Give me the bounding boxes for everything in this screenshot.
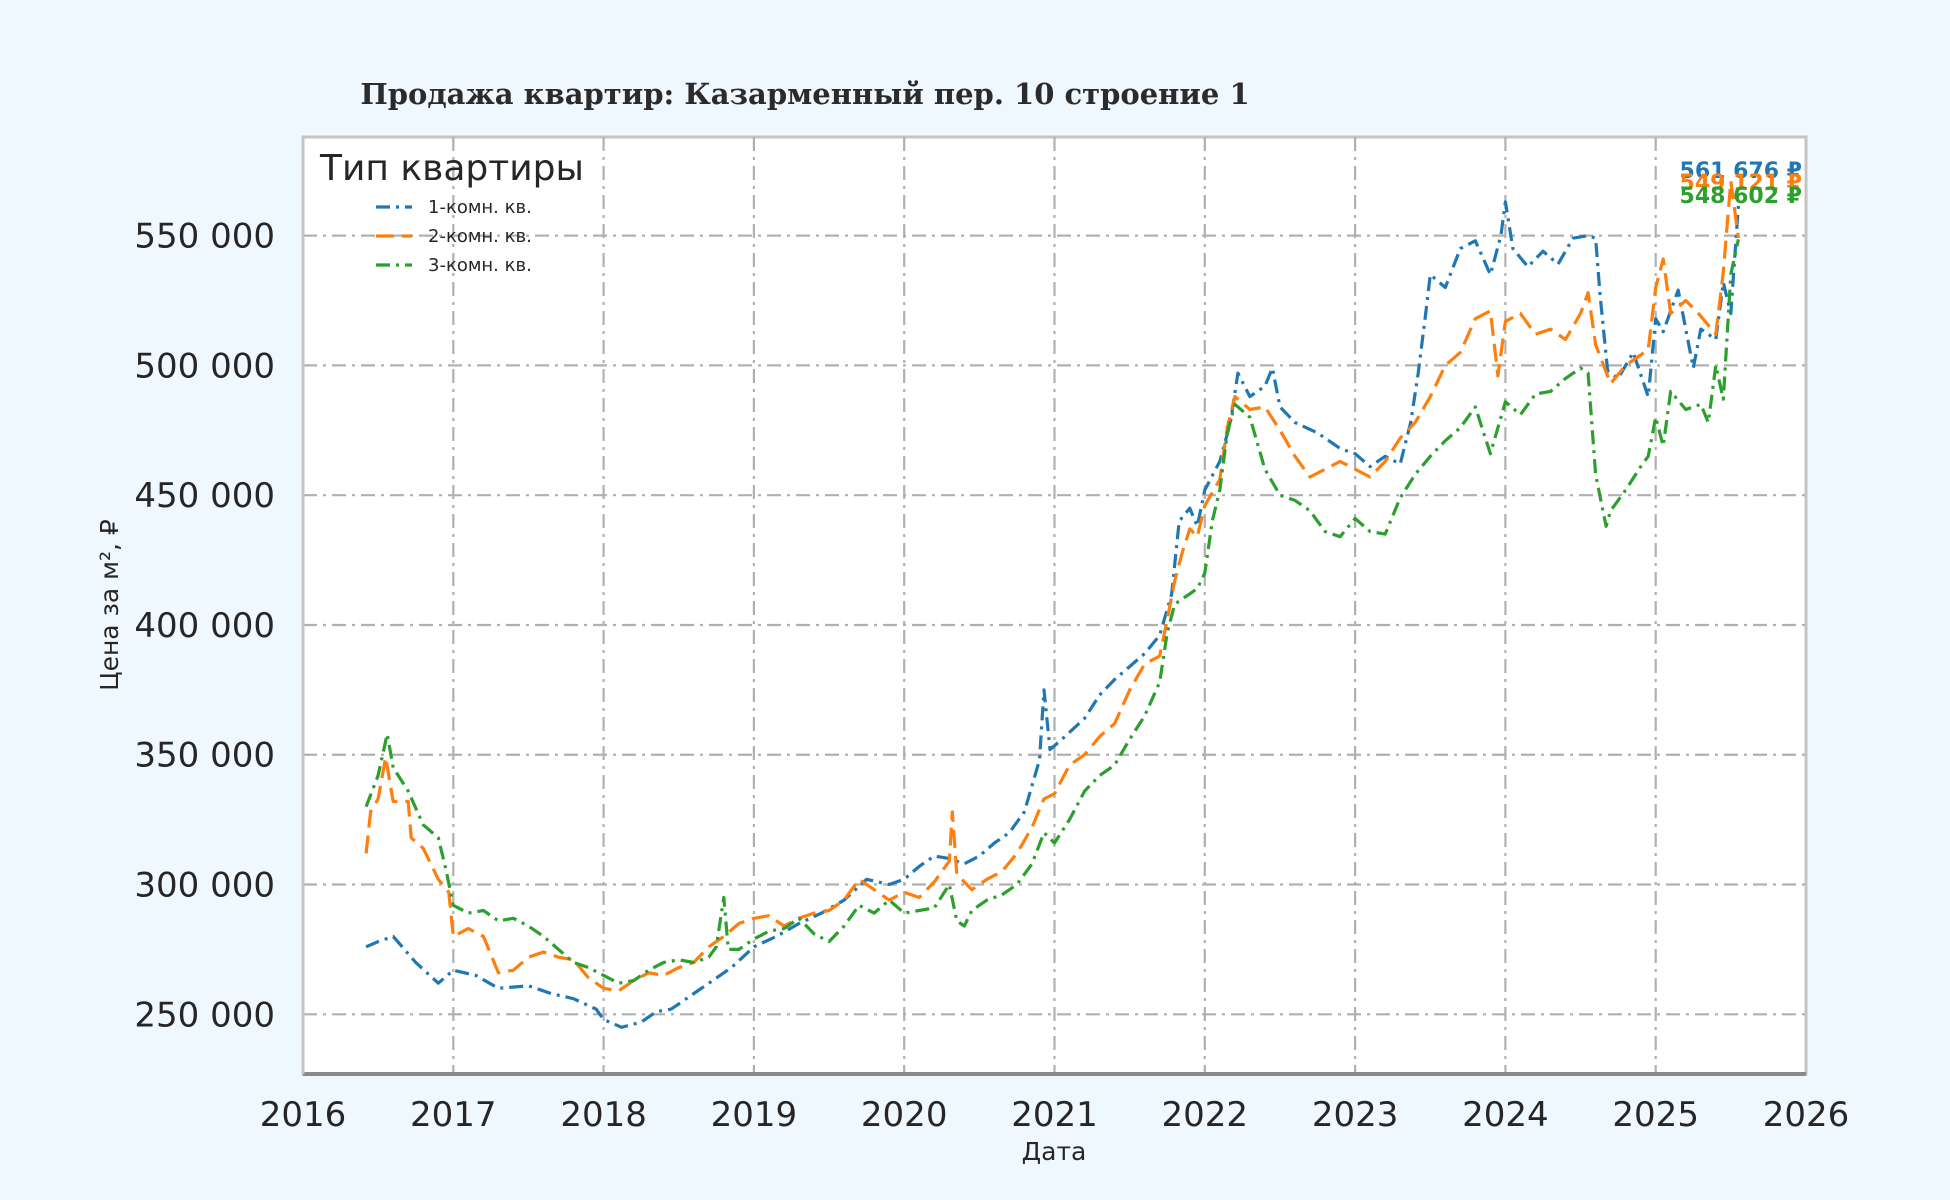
y-gridlines [303, 234, 1806, 1016]
x-tick-label: 2017 [410, 1095, 497, 1135]
x-tick-label: 2022 [1162, 1095, 1249, 1135]
legend-title: Тип квартиры [319, 148, 584, 189]
x-tick-labels: 2016 2017 2018 2019 2020 2021 2022 2023 2024 2025… [260, 1095, 1850, 1135]
series-line-1 [365, 200, 1740, 1029]
x-tick-label: 2016 [260, 1095, 347, 1135]
x-tick-label: 2023 [1312, 1095, 1399, 1135]
x-tick-label: 2020 [861, 1095, 948, 1135]
x-tick-label: 2021 [1011, 1095, 1098, 1135]
series-end-value-label: 549 121 ₽ [1680, 171, 1802, 196]
x-tick-label: 2018 [560, 1095, 647, 1135]
chart-title: Продажа квартир: Казарменный пер. 10 стр… [360, 77, 1249, 111]
y-tick-labels: 250 000 300 000 350 000 400 000 450 000 500 0… [134, 217, 275, 1036]
legend-item-label: 1-комн. кв. [428, 197, 532, 218]
y-tick-label: 450 000 [134, 476, 275, 516]
series-lines [364, 179, 1740, 1029]
x-tick-label: 2019 [711, 1095, 798, 1135]
y-tick-label: 250 000 [134, 995, 275, 1035]
x-tick-label: 2024 [1462, 1095, 1549, 1135]
y-tick-label: 300 000 [134, 866, 275, 906]
legend-item-label: 2-комн. кв. [428, 226, 532, 247]
series-end-value-label: 561 676 ₽ [1680, 159, 1802, 184]
legend-item-label: 3-комн. кв. [428, 255, 532, 276]
y-tick-label: 350 000 [134, 736, 275, 776]
legend: Тип квартиры 1-комн. кв. 2-комн. кв. 3-ком… [319, 148, 584, 276]
y-axis-label: Цена за м², ₽ [95, 519, 124, 691]
x-tick-label: 2025 [1612, 1095, 1699, 1135]
x-tick-label: 2026 [1763, 1095, 1850, 1135]
x-axis-label: Дата [1022, 1137, 1087, 1166]
y-tick-label: 400 000 [134, 606, 275, 646]
series-line-3 [364, 238, 1740, 985]
y-tick-label: 500 000 [134, 346, 275, 386]
end-labels: 561 676 ₽549 121 ₽548 602 ₽ [1680, 159, 1802, 209]
series-end-value-label: 548 602 ₽ [1680, 184, 1802, 209]
y-tick-label: 550 000 [134, 217, 275, 257]
plot-area [301, 135, 1808, 1076]
series-line-2 [364, 179, 1740, 993]
